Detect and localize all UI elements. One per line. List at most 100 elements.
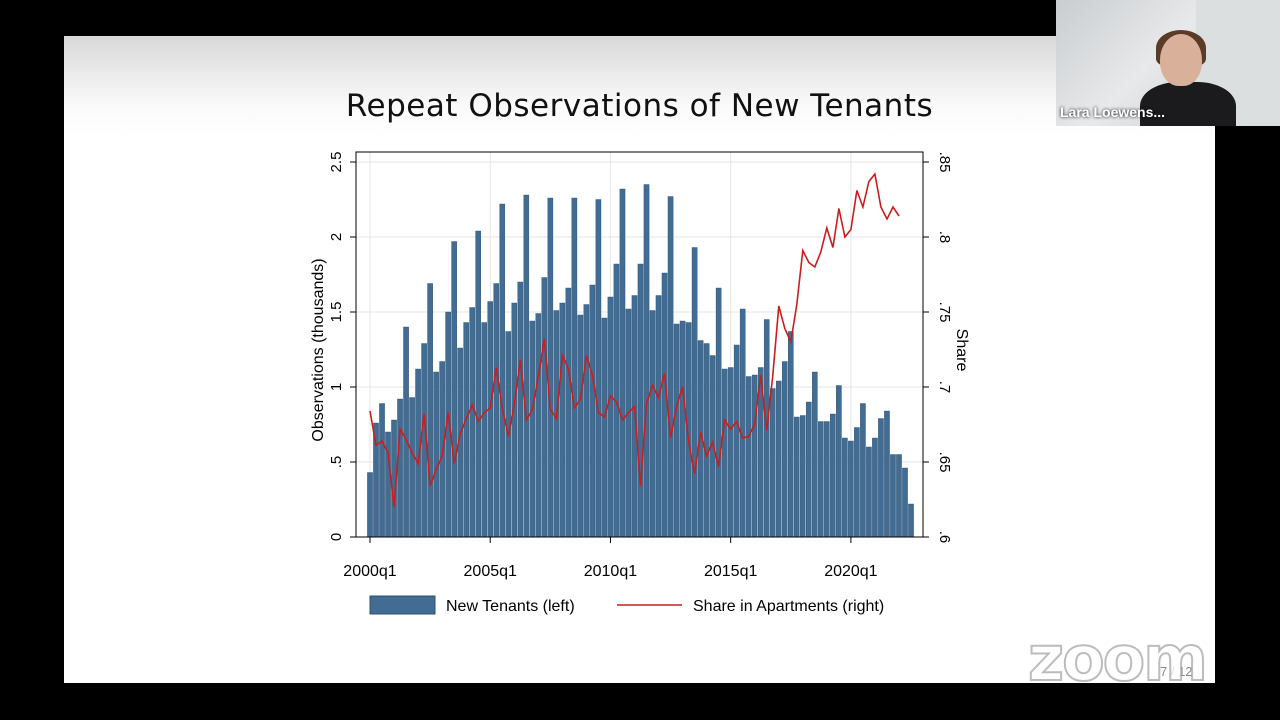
tick-label-right: .85: [936, 152, 953, 173]
tick-label-bottom: 2020q1: [824, 563, 877, 580]
axes: 0 .5 1 1.5 2 2.5 .6 .65 .7 .75 .8 .85 2000q1 2005q1 20…: [328, 152, 953, 580]
bar: [601, 317, 608, 538]
bar: [427, 283, 433, 538]
bar: [643, 184, 650, 538]
bar: [403, 326, 409, 538]
bar: [848, 440, 854, 538]
bar: [745, 376, 752, 538]
bar: [842, 437, 848, 538]
bar: [661, 272, 668, 538]
bar: [800, 415, 806, 538]
tick-label-left: 1: [328, 383, 345, 391]
bar-series: [367, 184, 914, 538]
bar: [517, 281, 524, 538]
bar: [553, 310, 560, 538]
bar: [908, 503, 914, 538]
bar: [733, 344, 740, 538]
bar: [373, 422, 379, 538]
bar: [884, 410, 890, 538]
bar: [667, 196, 674, 538]
bar: [481, 322, 487, 538]
bar: [812, 371, 818, 538]
bar: [565, 287, 572, 538]
bar: [475, 230, 481, 538]
legend-line-label: Share in Apartments (right): [693, 598, 884, 615]
y-right-label: Share: [953, 329, 970, 372]
bar: [854, 427, 860, 538]
bar: [836, 385, 842, 538]
bar: [511, 302, 518, 538]
bar: [367, 472, 373, 538]
bar: [463, 322, 469, 538]
person-face: [1160, 34, 1202, 86]
bar: [775, 380, 782, 538]
tick-label-left: 0: [328, 533, 345, 541]
slide-title: Repeat Observations of New Tenants: [345, 88, 934, 124]
bar: [787, 331, 794, 538]
bar: [499, 203, 506, 538]
bar: [818, 421, 824, 538]
line-series: [369, 172, 900, 508]
bar: [751, 374, 758, 538]
bar: [547, 197, 554, 538]
bar: [409, 397, 415, 538]
bar: [673, 323, 680, 538]
bar: [607, 296, 614, 538]
bar: [739, 308, 746, 538]
bar: [583, 304, 590, 538]
bar: [451, 241, 457, 538]
legend-bar-label: New Tenants (left): [446, 598, 575, 615]
tick-label-left: 1.5: [328, 302, 345, 323]
bar: [559, 302, 566, 538]
bar: [541, 277, 548, 538]
bar: [691, 247, 698, 538]
participant-name: Lara Loewens...: [1060, 104, 1166, 120]
tick-label-bottom: 2010q1: [584, 563, 637, 580]
bar: [379, 403, 385, 538]
bar: [902, 467, 908, 538]
bar: [890, 454, 896, 538]
tick-label-right: .6: [936, 531, 953, 544]
bar: [715, 287, 722, 538]
bar: [655, 295, 662, 538]
tick-label-right: .75: [936, 302, 953, 323]
person-body: [1140, 82, 1236, 126]
bar: [781, 361, 788, 538]
y-left-label: Observations (thousands): [310, 258, 327, 441]
bar: [830, 413, 836, 538]
bar: [896, 454, 902, 538]
bar: [625, 308, 632, 538]
tick-label-right: .65: [936, 452, 953, 473]
zoom-watermark: zoom: [1027, 621, 1209, 696]
bar: [878, 418, 884, 538]
bar: [577, 314, 584, 538]
bar: [860, 403, 866, 538]
bar: [806, 401, 812, 538]
bar: [589, 284, 596, 538]
legend-bar-swatch: [369, 595, 436, 615]
bar: [523, 194, 530, 538]
bar: [649, 310, 656, 538]
bar: [679, 320, 686, 538]
bar: [433, 371, 439, 538]
page-number: 7 / 12: [1160, 664, 1193, 679]
tick-label-left: 2.5: [328, 152, 345, 173]
bar: [703, 343, 710, 538]
tick-label-right: .8: [936, 231, 953, 244]
bar: [824, 421, 830, 538]
bar: [727, 367, 734, 538]
bar: [493, 283, 500, 538]
bar: [397, 398, 403, 538]
slide: Repeat Observations of New Tenants 7 / 1…: [64, 36, 1215, 683]
tick-label-bottom: 2005q1: [464, 563, 517, 580]
tick-label-bottom: 2000q1: [343, 563, 396, 580]
slide-header-gradient: [64, 36, 1215, 136]
bar: [571, 197, 578, 538]
bar: [535, 313, 542, 538]
tick-label-left: .5: [328, 456, 345, 469]
participant-video[interactable]: Lara Loewens...: [1056, 0, 1280, 126]
bar: [637, 263, 644, 538]
tick-label-left: 2: [328, 233, 345, 241]
bar: [469, 307, 475, 538]
